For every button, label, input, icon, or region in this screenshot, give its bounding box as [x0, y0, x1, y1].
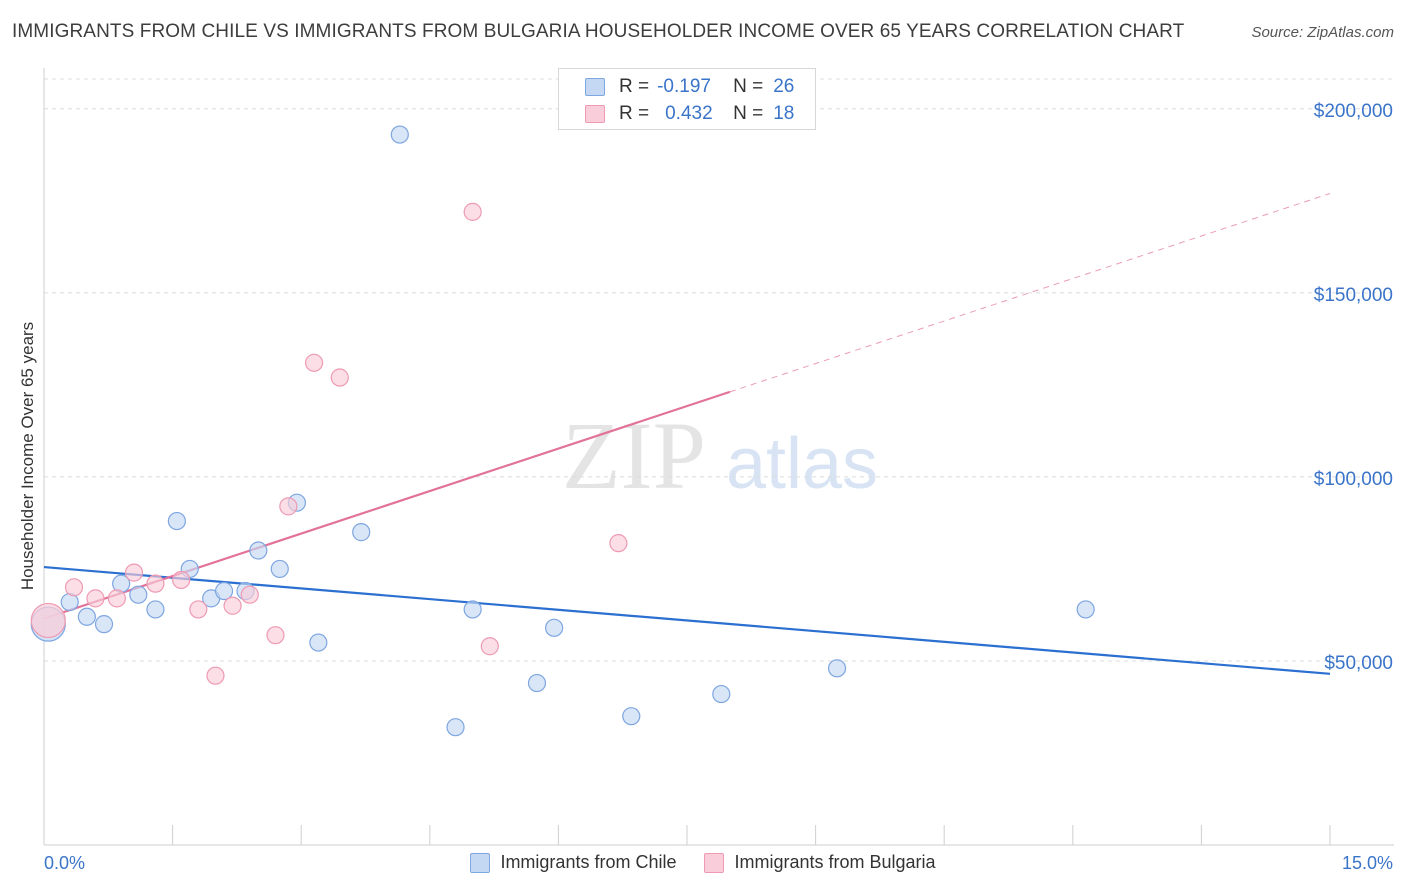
gridlines	[44, 78, 1394, 662]
legend-n-label: N =	[733, 103, 764, 124]
x-tick-label-min: 0.0%	[44, 853, 85, 873]
data-point-bulgaria	[107, 589, 126, 608]
source-credit: Source: ZipAtlas.com	[1251, 24, 1394, 41]
data-point-bulgaria	[330, 368, 349, 387]
data-point-bulgaria	[240, 585, 259, 604]
data-point-bulgaria	[609, 534, 628, 553]
data-point-bulgaria-large	[30, 602, 66, 639]
series-swatch-chile	[470, 852, 491, 873]
y-tick-label: $200,000	[1314, 101, 1393, 122]
data-point-chile	[622, 707, 641, 726]
data-point-bulgaria	[223, 596, 242, 615]
data-point-chile	[214, 581, 234, 601]
axes	[43, 68, 1394, 846]
trendline-chile	[43, 565, 1331, 675]
legend-row-chile: R = -0.197 N = 26	[585, 74, 794, 100]
legend-r-label: R =	[619, 103, 650, 124]
data-point-chile	[463, 600, 482, 619]
data-point-bulgaria	[189, 600, 208, 619]
series-swatch-bulgaria	[704, 852, 725, 873]
data-point-bulgaria	[146, 574, 165, 593]
data-point-chile	[446, 718, 465, 737]
data-point-bulgaria	[266, 626, 285, 645]
data-point-bulgaria	[86, 589, 105, 608]
data-point-bulgaria	[206, 666, 225, 685]
data-points	[30, 125, 1095, 737]
data-point-bulgaria	[279, 497, 298, 516]
tick-labels: $50,000 $100,000 $150,000 $200,000 0.0% 15.0%	[44, 101, 1393, 873]
legend-swatch-bulgaria	[585, 105, 605, 123]
data-point-chile	[77, 607, 96, 626]
data-point-chile	[129, 585, 148, 604]
legend-swatch-chile	[585, 78, 605, 96]
data-point-chile	[390, 125, 409, 144]
data-point-bulgaria	[172, 570, 191, 590]
data-point-chile	[249, 541, 268, 560]
data-point-chile	[309, 633, 328, 652]
legend-r-value-chile: -0.197	[657, 76, 711, 97]
watermark-zip: ZIP	[562, 402, 706, 509]
legend-r-value-bulgaria: 0.432	[665, 103, 713, 124]
data-point-bulgaria	[124, 563, 144, 582]
data-point-chile	[146, 600, 165, 619]
data-point-chile	[527, 673, 547, 693]
legend-n-value-chile: 26	[773, 76, 795, 97]
data-point-bulgaria	[64, 578, 84, 597]
data-point-chile	[270, 559, 289, 579]
correlation-legend: R = -0.197 N = 26 R = 0.432 N = 18	[558, 68, 816, 130]
x-tick-label-max: 15.0%	[1342, 853, 1393, 873]
data-point-bulgaria	[304, 353, 324, 372]
chart-title: IMMIGRANTS FROM CHILE VS IMMIGRANTS FROM…	[12, 21, 1185, 42]
y-tick-label: $100,000	[1314, 469, 1393, 490]
data-point-chile	[167, 511, 186, 531]
series-label-bulgaria: Immigrants from Bulgaria	[734, 852, 936, 872]
data-point-chile	[712, 684, 731, 704]
watermark: ZIP atlas	[562, 402, 878, 509]
series-legend: Immigrants from Chile Immigrants from Bu…	[0, 852, 1406, 873]
data-point-chile	[827, 659, 847, 678]
data-point-bulgaria	[463, 202, 482, 221]
series-legend-chile: Immigrants from Chile	[470, 852, 676, 873]
legend-row-bulgaria: R = 0.432 N = 18	[585, 101, 794, 127]
series-label-chile: Immigrants from Chile	[500, 852, 677, 872]
data-point-chile	[545, 618, 564, 637]
y-tick-label: $50,000	[1324, 653, 1393, 674]
series-legend-bulgaria: Immigrants from Bulgaria	[704, 852, 936, 873]
y-axis-label: Householder Income Over 65 years	[18, 322, 37, 590]
data-point-chile	[94, 615, 114, 634]
y-tick-label: $150,000	[1314, 285, 1393, 306]
legend-r-label: R =	[619, 76, 650, 97]
legend-n-value-bulgaria: 18	[773, 103, 795, 124]
data-point-chile	[1076, 600, 1095, 619]
data-point-chile	[352, 523, 371, 542]
watermark-atlas: atlas	[726, 424, 878, 504]
legend-n-label: N =	[733, 76, 764, 97]
data-point-bulgaria	[480, 637, 499, 656]
